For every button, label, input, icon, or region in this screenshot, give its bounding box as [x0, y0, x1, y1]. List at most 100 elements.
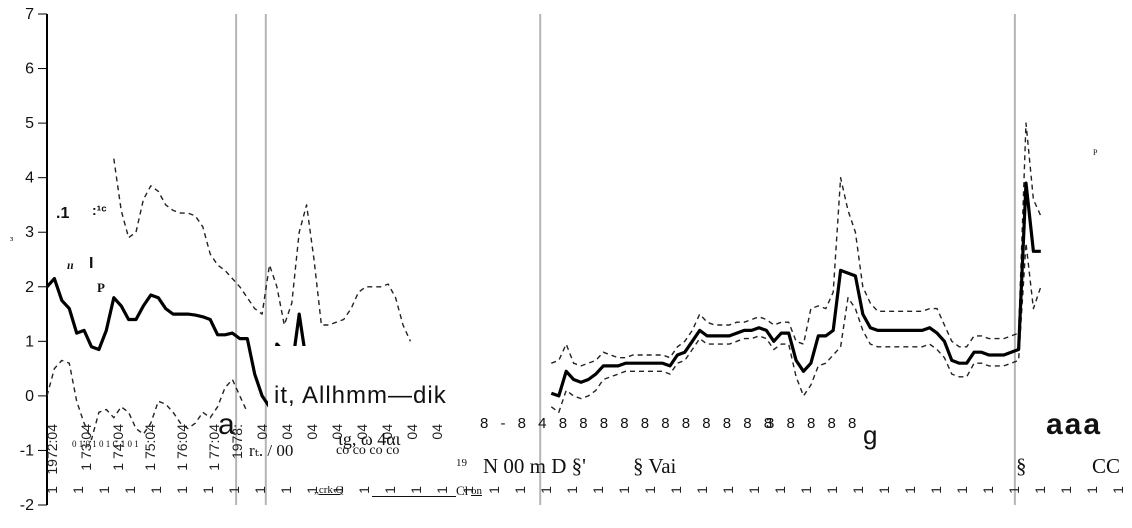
y-tick-label: 2: [25, 279, 34, 296]
bottom-one-mark: 1: [642, 486, 658, 494]
label-cc: CC: [1092, 454, 1121, 478]
bottom-one-marks: 1 1 1 1 1 1 1 1 1 1 1 1 1 1 1 1 1 1 1 1 1 1 1 1 1 1 1 1 1 1 1 1 1 1 1 1 1 1 1 1…: [44, 486, 1126, 494]
bottom-one-mark: 1: [70, 486, 86, 494]
scrap-dot-one: .1: [56, 205, 70, 222]
bottom-one-mark: 1: [824, 486, 840, 494]
bottom-one-mark: 1: [122, 486, 138, 494]
bottom-one-mark: 1: [460, 486, 476, 494]
bottom-one-mark: 1: [616, 486, 632, 494]
bottom-one-mark: 1: [1032, 486, 1048, 494]
x-tick-label: 04: [304, 424, 320, 440]
scrap-small-p: P: [1093, 148, 1098, 157]
label-on: on: [471, 485, 482, 497]
series-lower-bound: [46, 242, 1042, 441]
label-a: a: [218, 408, 235, 441]
bottom-one-mark: 1: [876, 486, 892, 494]
y-tick-label: 4: [25, 170, 34, 187]
bottom-one-mark: 1: [850, 486, 866, 494]
bottom-one-mark: 1: [980, 486, 996, 494]
scrap-i: I: [89, 255, 94, 272]
bottom-one-mark: 1: [590, 486, 606, 494]
bottom-one-mark: 1: [382, 486, 398, 494]
x-tick-label: 04: [279, 424, 295, 440]
digit-row-2: 3 8 8 8 8: [766, 415, 861, 432]
x-axis-tick-labels: 1972:04 1 73:04 1 74:04 1 75:04 1 76:04 1 77:…: [44, 424, 445, 475]
bottom-one-mark: 1: [954, 486, 970, 494]
series-main: [45, 181, 1041, 409]
y-tick-label: 1: [25, 333, 34, 350]
bottom-one-mark: 1: [1006, 486, 1022, 494]
bottom-one-mark: 1: [720, 486, 736, 494]
label-n00: N 00 m D §': [483, 454, 586, 478]
scrap-colon-note: :¹ᶜ: [92, 202, 107, 218]
series-upper-line-segment: [113, 158, 412, 342]
series-upper-line-segment: [551, 122, 1042, 367]
bottom-one-mark: 1: [564, 486, 580, 494]
y-tick-label: 6: [25, 61, 34, 78]
label-19: 19: [456, 457, 467, 469]
bottom-one-mark: 1: [148, 486, 164, 494]
bottom-one-mark: 1: [772, 486, 788, 494]
x-tick-label: 04: [429, 424, 445, 440]
x-tick-label: 04: [254, 424, 270, 440]
bottom-one-mark: 1: [1110, 486, 1126, 494]
bottom-one-mark: 1: [798, 486, 814, 494]
underline-rule: [372, 496, 456, 497]
bottom-one-mark: 1: [278, 486, 294, 494]
series-main-line-segment: [550, 181, 1041, 398]
label-vai: § Vai: [633, 454, 677, 478]
y-tick-label: -1: [20, 442, 34, 459]
bottom-one-mark: 1: [304, 486, 320, 494]
white-overlay-box: [268, 346, 530, 416]
bottom-one-mark: 1: [512, 486, 528, 494]
bottom-one-mark: 1: [746, 486, 762, 494]
bottom-one-mark: 1: [434, 486, 450, 494]
scrap-p: P: [97, 280, 105, 295]
label-section: §: [1016, 454, 1027, 478]
scrap-superscript-three: ³: [10, 235, 14, 247]
x-tick-label: 04: [329, 424, 345, 440]
label-aaa: aaa: [1046, 408, 1103, 441]
series-upper-bound: [113, 122, 1042, 367]
y-tick-label: -2: [20, 497, 34, 514]
bottom-one-mark: 1: [486, 486, 502, 494]
bottom-one-mark: 1: [694, 486, 710, 494]
bottom-one-mark: 1: [44, 486, 60, 494]
bottom-one-mark: 1: [1084, 486, 1100, 494]
x-tick-label: 1 75:04: [142, 424, 158, 471]
bottom-one-mark: 1: [356, 486, 372, 494]
x-tick-label: 04: [379, 424, 395, 440]
bottom-one-mark: 1: [408, 486, 424, 494]
x-tick-label: 1 77:04: [206, 424, 222, 471]
bottom-one-mark: 1: [96, 486, 112, 494]
vertical-separators: [235, 14, 1016, 505]
label-co: co co co co: [336, 443, 400, 458]
label-crk: „crk Q: [314, 484, 344, 496]
x-tick-label: 1 76:04: [174, 424, 190, 471]
bottom-one-mark: 1: [928, 486, 944, 494]
bottom-one-mark: 1: [902, 486, 918, 494]
bottom-one-mark: 1: [252, 486, 268, 494]
x-tick-label: 1972:04: [44, 424, 60, 475]
label-rt: rₜ. / 00: [249, 441, 294, 460]
bottom-one-mark: 1: [668, 486, 684, 494]
x-tick-label: 04: [354, 424, 370, 440]
x-tick-label: 1 73:04: [78, 424, 94, 471]
y-axis-ticks: 7 6 5 4 3 2 1 0 -1 -2: [20, 6, 47, 514]
overlay-text: it, Allhmm—dik: [274, 382, 447, 409]
label-g: g: [863, 420, 878, 450]
label-small-01: 0 1 0 1 0 1 C 1 0 1: [72, 439, 139, 449]
label-cl: Cl: [456, 483, 469, 498]
series-lower-line-segment: [550, 242, 1042, 413]
bottom-one-mark: 1: [538, 486, 554, 494]
label-ng: ɩg, ω 4αɩ: [338, 429, 401, 449]
x-tick-label: 04: [404, 424, 420, 440]
y-tick-label: 3: [25, 224, 34, 241]
bottom-one-mark: 1: [1058, 486, 1074, 494]
x-tick-label: 1978:: [229, 424, 245, 459]
bottom-one-mark: 1: [200, 486, 216, 494]
x-tick-label: 1 74:04: [110, 424, 126, 471]
bottom-one-mark: 1: [226, 486, 242, 494]
bottom-one-mark: 1: [330, 486, 346, 494]
